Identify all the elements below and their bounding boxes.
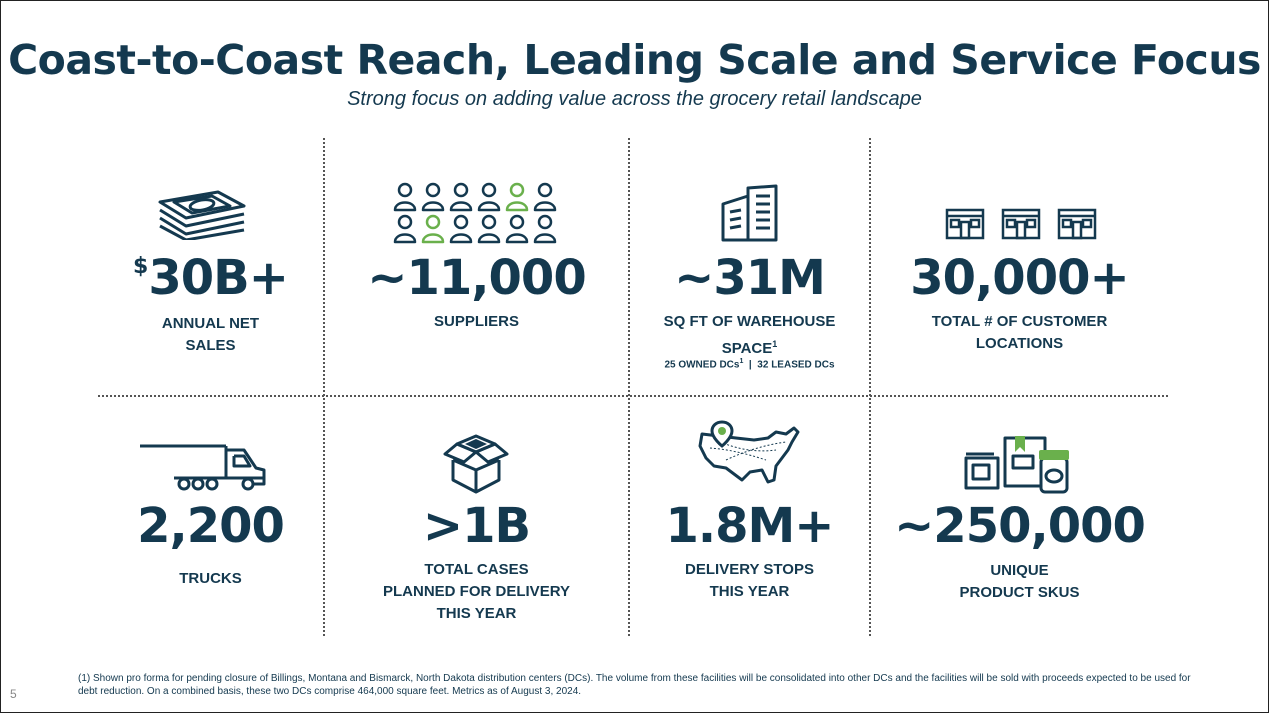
stat-label-line: THIS YEAR [436, 605, 517, 622]
stat-value: ~11,000 [367, 250, 586, 306]
money-stack-icon [158, 190, 246, 240]
divider-horizontal [98, 395, 1168, 397]
stat-label-line: LOCATIONS [975, 335, 1064, 352]
divider-vertical-2 [628, 138, 630, 636]
stat-label: SUPPLIERS [325, 311, 628, 333]
dc-breakdown: 25 OWNED DCs1 | 32 LEASED DCs [630, 358, 869, 370]
person-icon [421, 214, 445, 244]
person-icon [533, 214, 557, 244]
page-title: Coast-to-Coast Reach, Leading Scale and … [8, 36, 1261, 84]
divider-vertical-4 [869, 398, 871, 636]
leased-dcs: 32 LEASED DCs [757, 359, 835, 371]
stat-label-line: SALES [185, 337, 236, 354]
person-icon [533, 182, 557, 212]
stat-label-line: ANNUAL NET [161, 315, 260, 332]
stat-customer-locations: 30,000+ TOTAL # OF CUSTOMER LOCATIONS [871, 140, 1168, 395]
divider-vertical-1 [323, 138, 325, 636]
stat-value: 2,200 [137, 498, 285, 554]
open-box-icon [443, 434, 509, 494]
person-icon [505, 182, 529, 212]
stat-label-line: SQ FT OF WAREHOUSE [663, 313, 836, 330]
stat-label-line: SUPPLIERS [433, 313, 520, 330]
stat-label-line: SPACE1 [630, 333, 869, 360]
currency-symbol: $ [133, 254, 149, 279]
stat-label: TOTAL CASES PLANNED FOR DELIVERY THIS YE… [325, 559, 628, 625]
stat-label: SQ FT OF WAREHOUSE SPACE1 [630, 311, 869, 360]
stat-label: TOTAL # OF CUSTOMER LOCATIONS [871, 311, 1168, 355]
person-icon [393, 182, 417, 212]
stat-value: >1B [422, 498, 531, 554]
footnote-marker: 1 [739, 358, 744, 365]
storefront-icon [945, 208, 985, 240]
person-icon [449, 182, 473, 212]
stat-label-line: TRUCKS [179, 570, 242, 587]
stat-label: TRUCKS [98, 568, 323, 590]
stat-value: 30,000+ [910, 250, 1129, 306]
person-icon [393, 214, 417, 244]
stat-value: $30B+ [98, 250, 323, 306]
stat-annual-net-sales: $30B+ ANNUAL NET SALES [98, 140, 323, 395]
owned-dcs: 25 OWNED DCs [664, 359, 740, 371]
products-icon [964, 436, 1069, 494]
stat-label-line: DELIVERY STOPS [685, 561, 814, 578]
stat-label: ANNUAL NET SALES [98, 313, 323, 357]
person-icon [477, 214, 501, 244]
stat-value: ~250,000 [894, 498, 1146, 554]
warehouse-building-icon [721, 184, 778, 242]
stat-warehouse-space: ~31M SQ FT OF WAREHOUSE SPACE1 25 OWNED … [630, 140, 869, 395]
stat-label-text: SPACE [721, 340, 773, 357]
person-icon [505, 214, 529, 244]
storefront-icon [1001, 208, 1041, 240]
storefronts-icon [945, 208, 1097, 240]
storefront-icon [1057, 208, 1097, 240]
person-icon [421, 182, 445, 212]
person-icon [449, 214, 473, 244]
page-subtitle: Strong focus on adding value across the … [347, 88, 922, 110]
stat-value: ~31M [674, 250, 826, 306]
stat-label: DELIVERY STOPS THIS YEAR [630, 559, 869, 603]
footnote: (1) Shown pro forma for pending closure … [78, 673, 1191, 697]
stat-delivery-stops: 1.8M+ DELIVERY STOPS THIS YEAR [630, 398, 869, 636]
stat-label-line: THIS YEAR [709, 583, 790, 600]
footnote-marker: 1 [772, 339, 778, 349]
stat-trucks: 2,200 TRUCKS [98, 398, 323, 636]
stat-unique-skus: ~250,000 UNIQUE PRODUCT SKUS [871, 398, 1168, 636]
stat-total-cases: >1B TOTAL CASES PLANNED FOR DELIVERY THI… [325, 398, 628, 636]
stat-label-line: TOTAL # OF CUSTOMER [931, 313, 1108, 330]
people-grid-icon [393, 182, 557, 244]
separator: | [748, 359, 752, 371]
stat-value: 1.8M+ [665, 498, 834, 554]
stat-label-line: UNIQUE [990, 562, 1049, 579]
stat-label-line: PRODUCT SKUS [959, 584, 1080, 601]
stat-label-line: TOTAL CASES [424, 561, 529, 578]
stat-label: UNIQUE PRODUCT SKUS [871, 560, 1168, 604]
page-number: 5 [10, 687, 17, 701]
stat-value-text: 30B+ [148, 250, 289, 306]
truck-icon [140, 444, 266, 491]
person-icon [477, 182, 501, 212]
us-map-pin-icon [698, 420, 800, 484]
divider-vertical-3 [869, 138, 871, 396]
stat-label-line: PLANNED FOR DELIVERY [383, 583, 570, 600]
stat-suppliers: ~11,000 SUPPLIERS [325, 140, 628, 395]
